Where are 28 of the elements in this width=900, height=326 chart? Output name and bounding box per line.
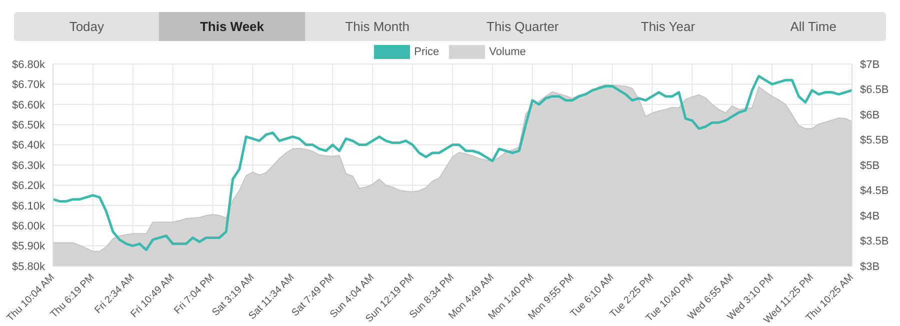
text: This Quarter	[486, 18, 560, 36]
text: Today	[68, 18, 106, 36]
y-tick-label: $6.30k	[12, 160, 46, 172]
y-tick-label: $6.20k	[12, 180, 46, 192]
y-tick-label: $6.40k	[12, 140, 46, 152]
legend-label: Volume	[489, 46, 526, 58]
legend-label: Price	[414, 46, 440, 58]
y2-tick-label: $4B	[860, 210, 880, 222]
y-tick-label: $6.00k	[12, 220, 46, 233]
y2-tick-label: $7B	[860, 58, 880, 71]
y-tick-label: $6.10k	[12, 200, 46, 212]
y2-tick-label: $5B	[860, 160, 880, 172]
text: This Week	[159, 12, 305, 41]
y2-tick-label: $4.5B	[860, 185, 889, 198]
y2-tick-label: $6B	[860, 109, 880, 122]
y-tick-label: $6.50k	[12, 120, 46, 132]
text: All Time	[789, 18, 838, 36]
text: This Month	[344, 18, 410, 36]
y2-tick-label: $3B	[860, 260, 880, 273]
y-tick-label: $5.90k	[12, 240, 46, 253]
text: This Year	[640, 18, 696, 36]
y-tick-label: $6.80k	[12, 58, 46, 71]
y2-tick-label: $5.5B	[860, 134, 889, 147]
y-tick-label: $6.70k	[12, 79, 46, 92]
y-tick-label: $5.80k	[12, 260, 46, 273]
y2-tick-label: $3.5B	[860, 236, 889, 248]
y2-tick-label: $6.5B	[860, 84, 889, 96]
y-tick-label: $6.60k	[12, 99, 46, 112]
